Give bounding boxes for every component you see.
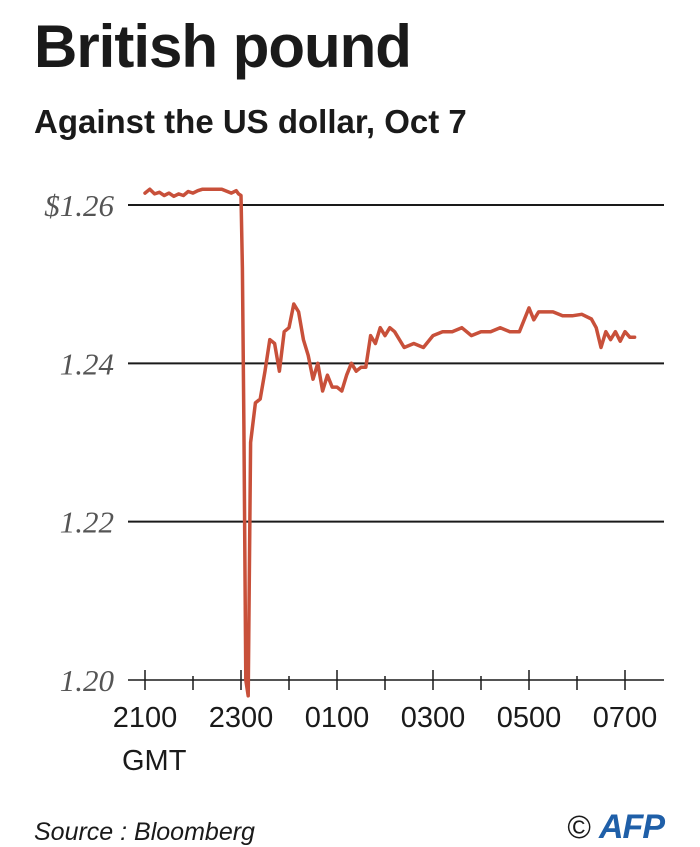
y-axis-tick-labels: 1.20 1.22 1.24 $1.26 [44, 188, 114, 698]
x-tick-label: 0700 [593, 702, 658, 734]
line-chart: 1.20 1.22 1.24 $1.26 2100 2300 0100 0300 0500 07… [44, 187, 664, 777]
x-tick-label: 0100 [305, 702, 370, 734]
x-axis-tick-labels: 2100 2300 0100 0300 0500 0700 [113, 702, 658, 734]
x-axis [128, 670, 664, 690]
gridlines [128, 204, 664, 523]
x-tick-label: 0500 [497, 702, 562, 734]
y-tick-label: 1.22 [60, 505, 114, 540]
chart-subtitle: Against the US dollar, Oct 7 [34, 103, 467, 140]
x-tick-label: 2300 [209, 702, 274, 734]
y-tick-label: 1.20 [60, 663, 115, 698]
x-axis-label: GMT [122, 745, 187, 777]
y-tick-label: 1.24 [60, 346, 114, 381]
afp-logo: AFP [599, 808, 665, 846]
x-tick-label: 0300 [401, 702, 466, 734]
source-note: Source : Bloomberg [34, 818, 255, 846]
credit: © AFP [567, 808, 665, 847]
chart-title: British pound [34, 13, 412, 80]
copyright-symbol: © [567, 809, 591, 845]
y-tick-label: $1.26 [44, 188, 114, 223]
series-line [143, 187, 637, 698]
x-tick-label: 2100 [113, 702, 178, 734]
series-group [143, 187, 637, 698]
